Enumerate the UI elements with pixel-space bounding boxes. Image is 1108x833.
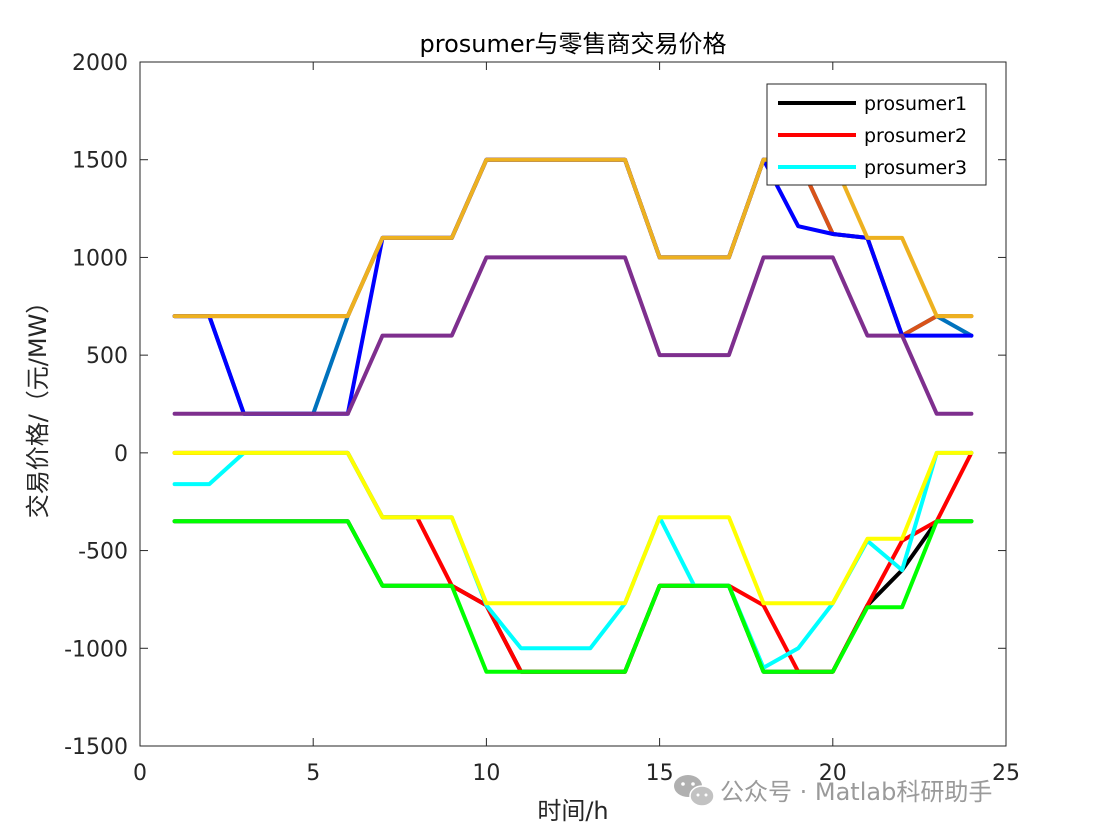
series-line-series-8 — [172, 255, 974, 416]
wechat-icon — [674, 775, 715, 807]
legend-items: prosumer1 prosumer2 prosumer3 — [778, 93, 967, 179]
y-tick-label: -1500 — [64, 735, 128, 760]
y-tick-label: 0 — [114, 442, 128, 467]
legend: prosumer1 prosumer2 prosumer3 — [766, 83, 987, 186]
y-axis-label: 交易价格/（元/MW） — [24, 290, 52, 519]
x-axis-label: 时间/h — [537, 797, 608, 825]
chart-title: prosumer与零售商交易价格 — [420, 30, 727, 58]
series-layer — [172, 157, 974, 674]
x-tick-label: 25 — [992, 761, 1020, 786]
legend-label: prosumer3 — [864, 157, 967, 179]
y-tick-label: -1000 — [64, 637, 128, 662]
y-tick-label: 1000 — [72, 246, 128, 271]
series-line-series-10 — [172, 450, 974, 606]
watermark: 公众号 · Matlab科研助手 — [674, 775, 992, 807]
x-tick-label: 15 — [646, 761, 674, 786]
x-tick-label: 5 — [306, 761, 320, 786]
x-tick-label: 0 — [133, 761, 147, 786]
series-line-series-9 — [172, 519, 974, 674]
y-tick-label: 500 — [86, 344, 128, 369]
legend-label: prosumer2 — [864, 125, 967, 147]
y-tick-label: -500 — [78, 540, 128, 565]
x-tick-label: 20 — [819, 761, 847, 786]
y-tick-label: 2000 — [72, 51, 128, 76]
x-tick-label: 10 — [472, 761, 500, 786]
watermark-text: 公众号 · Matlab科研助手 — [720, 778, 992, 806]
legend-label: prosumer1 — [864, 93, 967, 115]
ticks-layer: 0 5 10 15 20 25 -1500 -1000 -500 0 500 1000 1500 2000 — [64, 51, 1020, 786]
y-tick-label: 1500 — [72, 149, 128, 174]
